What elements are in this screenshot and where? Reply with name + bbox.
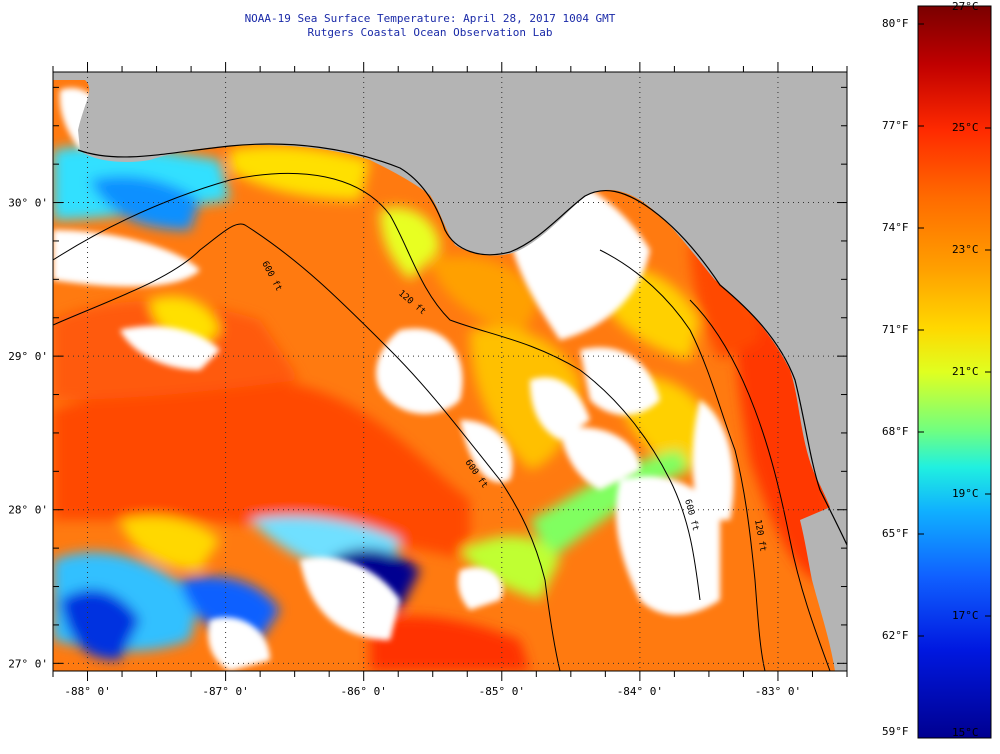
colorbar-f-label: 62°F: [882, 629, 909, 642]
lon-label: -85° 0': [479, 685, 525, 698]
colorbar-c-label: 19°C: [952, 487, 979, 500]
colorbar-c-label: 27°C: [952, 0, 979, 13]
map-title: NOAA-19 Sea Surface Temperature: April 2…: [244, 12, 616, 25]
coastline: [77, 143, 847, 546]
lat-label: 27° 0': [8, 657, 48, 670]
land-areas: [53, 72, 847, 671]
lon-label: -86° 0': [341, 685, 387, 698]
lon-label: -87° 0': [202, 685, 248, 698]
colorbar-c-label: 15°C: [952, 726, 979, 739]
colorbar: [917, 5, 992, 739]
colorbar-c-label: 25°C: [952, 121, 979, 134]
colorbar-f-label: 68°F: [882, 425, 909, 438]
lat-label: 29° 0': [8, 350, 48, 363]
colorbar-c-label: 23°C: [952, 243, 979, 256]
lon-label: -88° 0': [64, 685, 110, 698]
colorbar-f-label: 80°F: [882, 17, 909, 30]
colorbar-ticks: [918, 23, 991, 637]
colorbar-f-label: 65°F: [882, 527, 909, 540]
lon-label: -83° 0': [755, 685, 801, 698]
lat-label: 30° 0': [8, 197, 48, 210]
colorbar-f-label: 71°F: [882, 323, 909, 336]
colorbar-f-label: 74°F: [882, 221, 909, 234]
colorbar-f-label: 59°F: [882, 725, 909, 738]
lat-label: 28° 0': [8, 504, 48, 517]
colorbar-f-label: 77°F: [882, 119, 909, 132]
lon-label: -84° 0': [617, 685, 663, 698]
map-subtitle: Rutgers Coastal Ocean Observation Lab: [307, 26, 553, 39]
colorbar-c-label: 21°C: [952, 365, 979, 378]
map-frame: [52, 71, 848, 672]
colorbar-c-label: 17°C: [952, 609, 979, 622]
axis-ticks: [52, 62, 848, 681]
depth-contours: [53, 172, 831, 671]
